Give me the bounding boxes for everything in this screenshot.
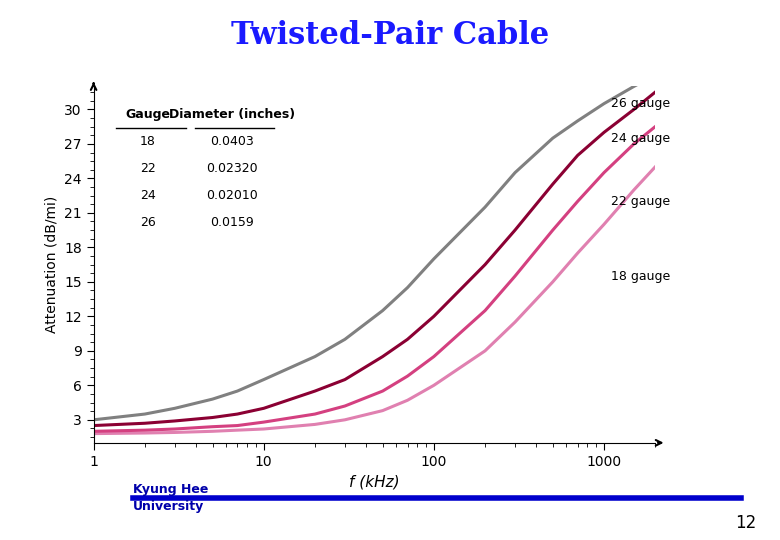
Text: 0.02320: 0.02320 [206, 162, 257, 175]
Text: Twisted-Pair Cable: Twisted-Pair Cable [231, 19, 549, 51]
Text: 0.02010: 0.02010 [206, 189, 257, 202]
X-axis label: f (kHz): f (kHz) [349, 474, 399, 489]
Text: 24 gauge: 24 gauge [611, 132, 670, 145]
Text: Kyung Hee
University: Kyung Hee University [133, 483, 208, 514]
Text: 0.0403: 0.0403 [210, 135, 254, 148]
Text: Diameter (inches): Diameter (inches) [168, 107, 295, 121]
Text: 12: 12 [736, 515, 757, 532]
Text: 26 gauge: 26 gauge [611, 97, 670, 110]
Text: 24: 24 [140, 189, 155, 202]
Text: 18 gauge: 18 gauge [611, 269, 670, 282]
Text: 26: 26 [140, 216, 155, 229]
Text: 22 gauge: 22 gauge [611, 195, 670, 208]
Text: Gauge: Gauge [125, 107, 170, 121]
Text: 22: 22 [140, 162, 155, 175]
Text: 18: 18 [140, 135, 155, 148]
Text: 0.0159: 0.0159 [210, 216, 254, 229]
Y-axis label: Attenuation (dB/mi): Attenuation (dB/mi) [44, 196, 58, 333]
